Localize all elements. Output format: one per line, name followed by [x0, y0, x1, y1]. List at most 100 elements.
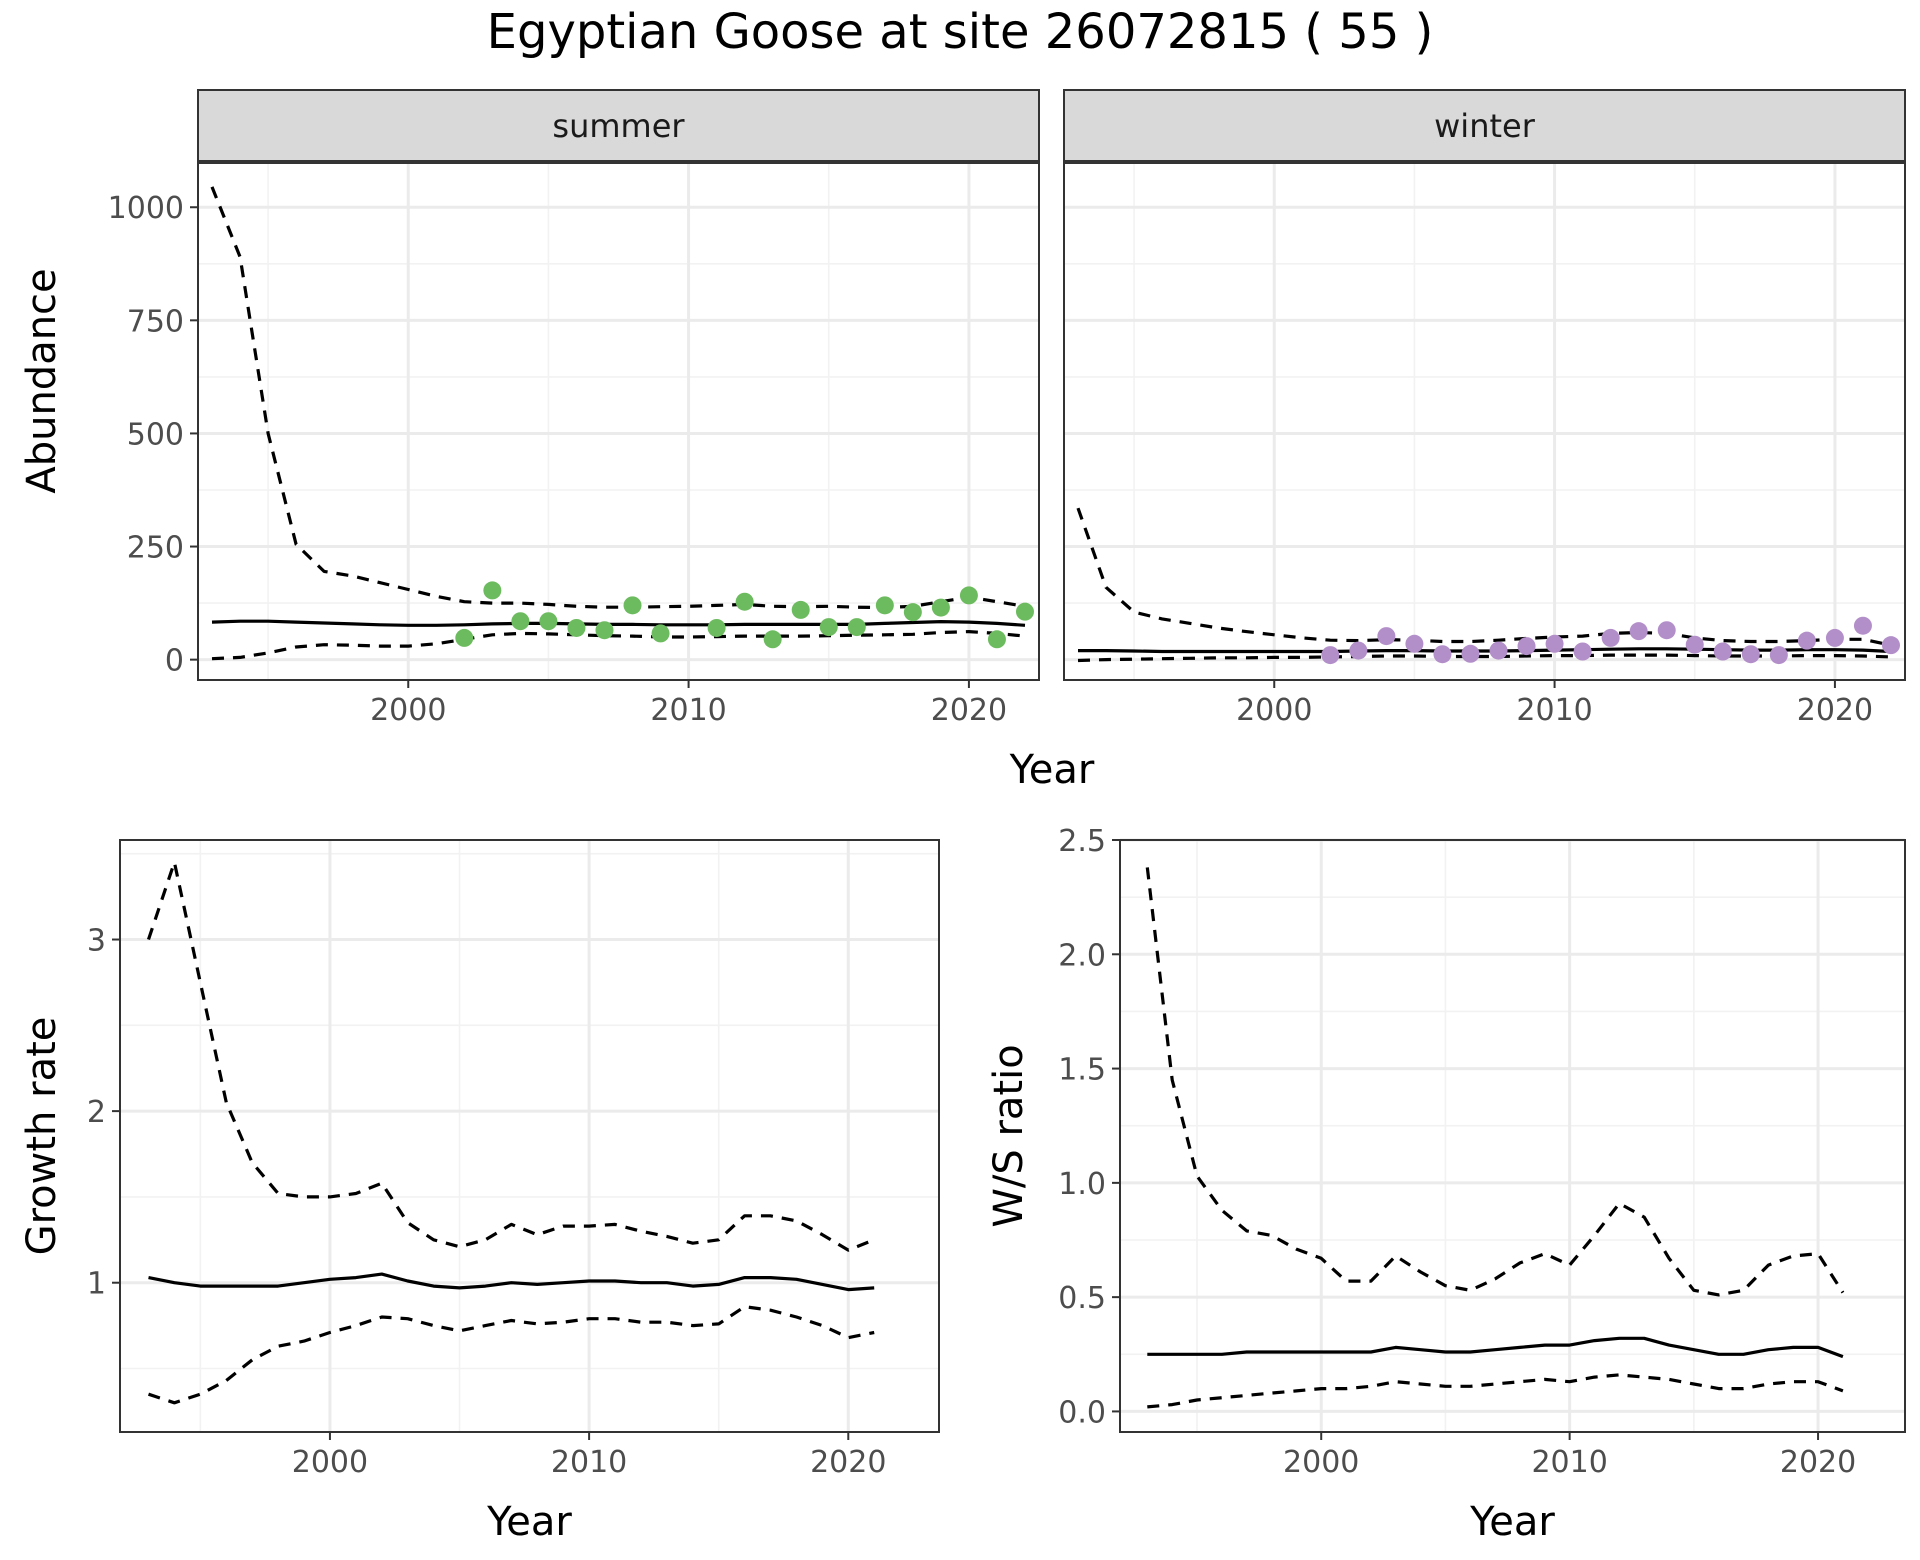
y-tick-label-summer: 750 [127, 304, 184, 339]
panel-border-ratio [1119, 839, 1906, 1433]
series-line-lower-summer [211, 629, 1026, 661]
data-point-summer [959, 586, 978, 605]
y-tick-label-summer: 0 [165, 644, 184, 679]
plot-background-growth [120, 840, 939, 1432]
series-line-estimate-growth [148, 1272, 875, 1292]
y-tick-label-ratio: 0.0 [1058, 1395, 1106, 1430]
data-point-winter [1545, 634, 1564, 653]
x-tick-label-summer: 2000 [370, 693, 446, 728]
y-tick-label-summer: 500 [127, 417, 184, 452]
facet-strip-summer [197, 89, 1040, 163]
y-tick-label-growth: 3 [87, 924, 106, 959]
panel-summer: summer 2000 2010 2020 0 250 500 750 1000 Year Abun… [19, 89, 1095, 793]
series-line-upper-ratio [1145, 867, 1845, 1297]
data-point-summer [735, 592, 754, 611]
series-line-estimate-summer [211, 619, 1026, 627]
x-tick-label-growth: 2000 [292, 1445, 368, 1480]
panel-border-growth [119, 839, 940, 1433]
y-tick-label-ratio: 1.5 [1058, 1053, 1106, 1088]
series-line-upper-winter [1076, 507, 1892, 647]
facet-strip-winter [1063, 89, 1906, 163]
data-point-summer [903, 603, 922, 622]
plot-background-ratio [1120, 840, 1905, 1432]
data-point-winter [1769, 646, 1788, 665]
data-point-summer [987, 630, 1006, 649]
data-point-winter [1517, 637, 1536, 656]
y-tick-label-growth: 2 [87, 1095, 106, 1130]
data-point-winter [1629, 622, 1648, 641]
data-point-winter [1713, 642, 1732, 661]
data-point-winter [1797, 631, 1816, 650]
x-tick-label-ratio: 2000 [1283, 1445, 1359, 1480]
y-tick-label-ratio: 1.0 [1058, 1167, 1106, 1202]
series-group-summer [210, 186, 1034, 661]
series-group-ratio [1145, 867, 1845, 1409]
plot-background-winter [1064, 162, 1905, 680]
facet-strip-label-winter: winter [1434, 107, 1536, 145]
y-tick-label-summer: 1000 [108, 191, 184, 226]
data-point-summer [539, 612, 558, 631]
y-tick-label-ratio: 0.5 [1058, 1281, 1106, 1316]
data-point-winter [1405, 634, 1424, 653]
data-point-winter [1741, 645, 1760, 664]
data-point-winter [1825, 628, 1844, 647]
x-tick-label-winter: 2000 [1236, 693, 1312, 728]
data-point-winter [1601, 628, 1620, 647]
y-tick-label-summer: 250 [127, 531, 184, 566]
x-axis-title-ratio: Year [1469, 1499, 1555, 1545]
x-tick-label-ratio: 2020 [1780, 1445, 1856, 1480]
data-point-winter [1377, 627, 1396, 646]
facet-strip-label-summer: summer [552, 107, 685, 145]
series-group-growth [146, 860, 875, 1405]
x-tick-label-growth: 2010 [551, 1445, 627, 1480]
data-point-winter [1433, 645, 1452, 664]
y-tick-label-growth: 1 [87, 1267, 106, 1302]
data-point-summer [483, 581, 502, 600]
x-axis-title-growth: Year [486, 1499, 572, 1545]
data-point-winter [1881, 636, 1900, 655]
x-tick-label-summer: 2010 [650, 693, 726, 728]
panel-ratio: 2000 2010 2020 0.0 0.5 1.0 1.5 2.0 2.5 Year W/S ra… [986, 824, 1906, 1545]
data-point-winter [1853, 616, 1872, 635]
data-point-summer [847, 618, 866, 637]
panels: summer 2000 2010 2020 0 250 500 750 1000 Year Abun… [19, 89, 1906, 1545]
data-point-winter [1321, 646, 1340, 665]
y-tick-label-ratio: 2.0 [1058, 938, 1106, 973]
series-line-lower-growth [147, 1305, 875, 1405]
data-point-winter [1489, 641, 1508, 660]
data-point-summer [455, 628, 474, 647]
y-axis-title-ratio: W/S ratio [986, 1044, 1032, 1227]
data-point-summer [763, 630, 782, 649]
y-tick-label-ratio: 2.5 [1058, 824, 1106, 859]
series-line-lower-ratio [1147, 1373, 1844, 1409]
data-point-summer [1015, 602, 1034, 621]
figure-title: Egyptian Goose at site 26072815 ( 55 ) [487, 4, 1434, 60]
x-tick-label-winter: 2020 [1797, 693, 1873, 728]
data-point-summer [511, 612, 530, 631]
data-point-summer [623, 596, 642, 615]
plot-background-summer [198, 162, 1039, 680]
data-point-winter [1349, 641, 1368, 660]
panel-growth: 2000 2010 2020 1 2 3 Year Growth rate [19, 839, 940, 1545]
data-point-winter [1657, 621, 1676, 640]
data-point-summer [875, 596, 894, 615]
y-axis-title-abundance: Abundance [19, 268, 65, 493]
y-axis-title-growth: Growth rate [19, 1017, 65, 1256]
series-line-upper-growth [146, 860, 875, 1252]
data-point-summer [931, 598, 950, 617]
data-point-summer [595, 621, 614, 640]
x-axis-title-abundance: Year [1009, 747, 1095, 793]
x-tick-label-growth: 2020 [810, 1445, 886, 1480]
data-point-summer [567, 618, 586, 637]
data-point-winter [1685, 635, 1704, 654]
x-tick-label-summer: 2020 [931, 693, 1007, 728]
series-group-winter [1076, 507, 1900, 665]
data-point-summer [651, 624, 670, 643]
x-tick-label-ratio: 2010 [1531, 1445, 1607, 1480]
data-point-winter [1461, 644, 1480, 663]
data-point-summer [707, 618, 726, 637]
panel-winter: winter 2000 2010 2020 [1063, 89, 1906, 728]
data-point-summer [791, 600, 810, 619]
x-tick-label-winter: 2010 [1516, 693, 1592, 728]
